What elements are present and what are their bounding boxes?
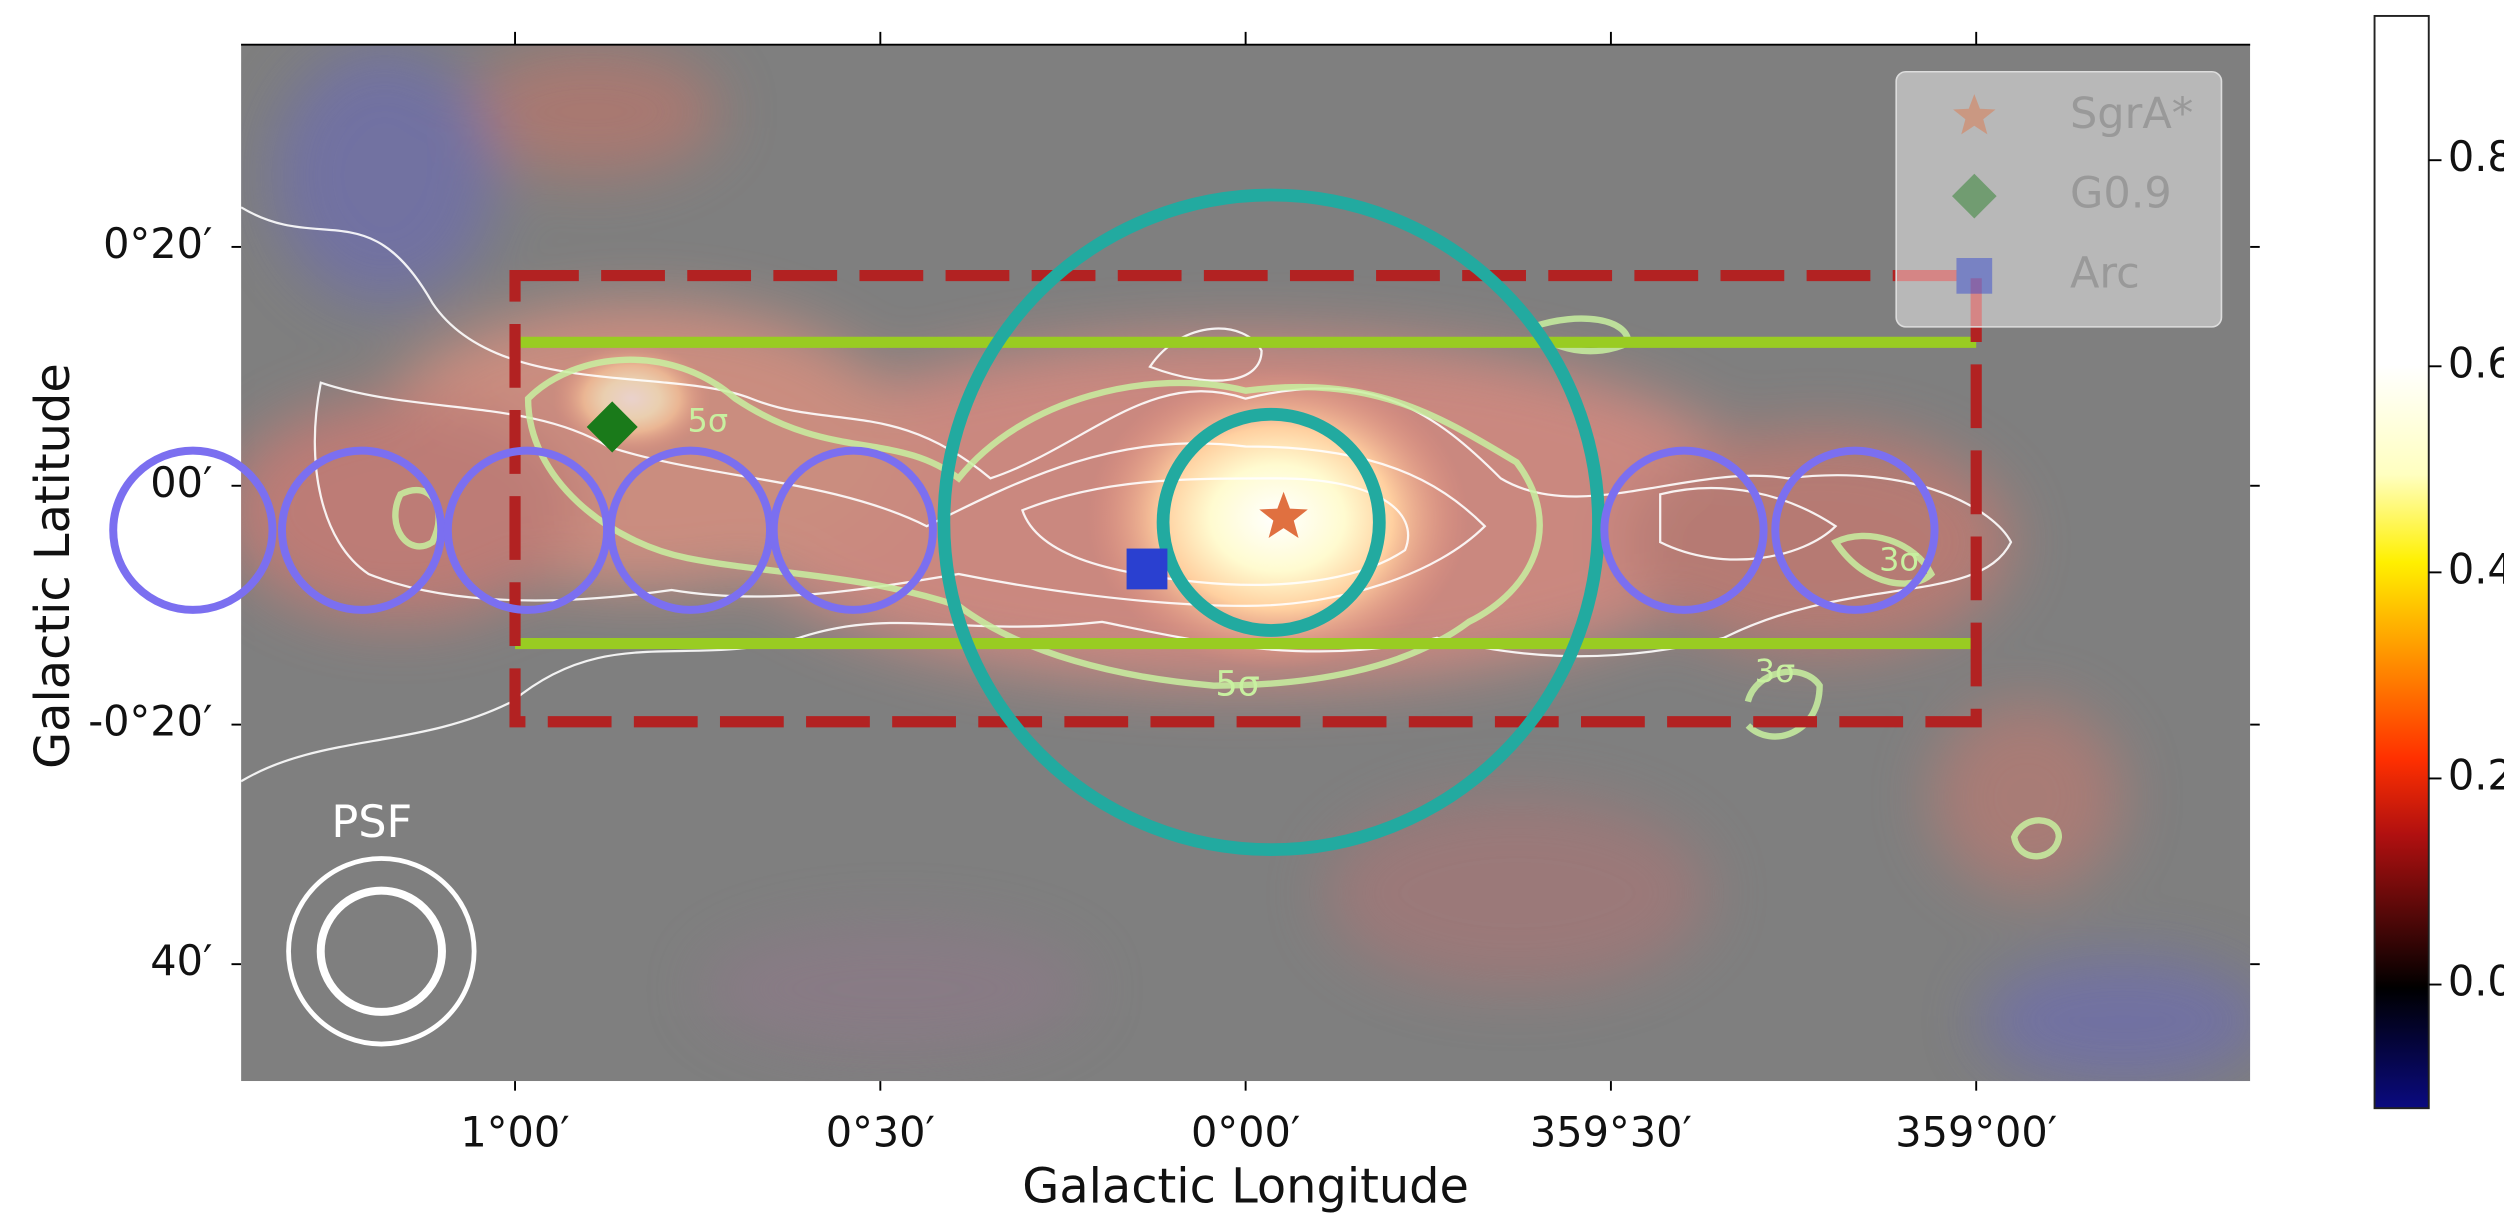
contour-label: 5σ [688,402,728,440]
colorbar-tick-label: 0.2 [2448,751,2504,799]
colorbar-tick-label: 0.6 [2448,339,2504,387]
legend-label: SgrA* [2070,89,2193,139]
colorbar [2375,16,2429,1108]
y-tick-label: 0°20′ [103,220,212,268]
x-tick-label: 359°00′ [1895,1108,2057,1156]
psf-label: PSF [331,796,412,848]
x-tick-label: 359°30′ [1530,1108,1692,1156]
y-tick-label: 00′ [150,459,212,507]
colorbar-tick-label: 0.8 [2448,133,2504,181]
x-tick-label: 1°00′ [460,1108,569,1156]
x-tick-label: 0°00′ [1191,1108,1300,1156]
contour-label: 3σ [1879,540,1919,578]
contour-label: 5σ [1215,664,1260,705]
y-tick-label: 40′ [150,937,212,985]
contour-label: 3σ [1755,652,1795,690]
legend-marker [1956,258,1992,294]
legend: SgrA* G0.9 Arc [1896,72,2221,327]
colorbar-tick-label: 0.0 [2448,958,2504,1006]
y-tick-label: -0°20′ [88,698,212,746]
legend-label: G0.9 [2070,169,2172,219]
y-axis-label: Galactic Latitude [26,363,81,769]
x-axis-label: Galactic Longitude [1022,1160,1469,1215]
source-marker [1127,549,1168,590]
figure: 5σ 5σ 3σ 3σ Galactic Longitude Galactic … [0,0,2504,1223]
colorbar-tick-label: 0.4 [2448,545,2504,593]
x-tick-label: 0°30′ [826,1108,935,1156]
legend-label: Arc [2070,248,2140,298]
